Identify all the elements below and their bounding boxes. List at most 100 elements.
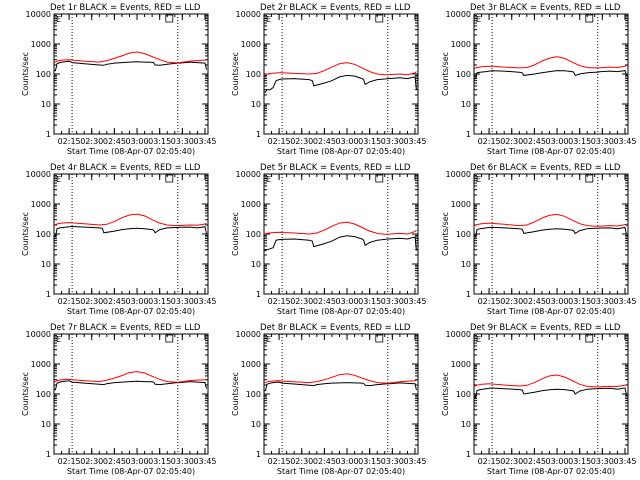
y-tick-label: 1 — [256, 130, 261, 139]
series-lld-line — [53, 371, 207, 383]
y-tick-label: 100 — [36, 230, 51, 239]
y-tick-label: 1000 — [241, 360, 261, 369]
event-marker-label: E — [56, 175, 61, 184]
x-tick-label: 02:15 — [58, 137, 81, 146]
x-tick-label: 03:30 — [591, 457, 614, 466]
y-tick-label: 1 — [256, 290, 261, 299]
series-events-line — [264, 235, 417, 252]
y-tick-label: 10000 — [446, 330, 471, 339]
x-tick-label: 03:00 — [336, 137, 359, 146]
x-tick-label: 03:45 — [613, 457, 636, 466]
y-axis-label: Counts/sec — [21, 212, 30, 256]
x-tick-label: 03:15 — [568, 457, 591, 466]
chart-title: Det 7r BLACK = Events, RED = LLD — [50, 323, 201, 333]
series-lld-line — [53, 213, 207, 227]
plot-frame — [53, 173, 209, 295]
x-tick-label: 02:30 — [500, 137, 523, 146]
chart-title: Det 3r BLACK = Events, RED = LLD — [470, 3, 621, 13]
series-lld-line — [473, 374, 627, 388]
event-marker-label: E — [266, 15, 271, 24]
x-tick-label: 02:30 — [290, 457, 313, 466]
plot-frame — [473, 173, 629, 295]
x-tick-label: 03:00 — [126, 137, 149, 146]
x-tick-label: 02:15 — [478, 137, 501, 146]
x-tick-label: 03:15 — [568, 137, 591, 146]
event-marker-box — [375, 14, 384, 23]
x-tick-label: 02:15 — [268, 457, 291, 466]
x-tick-label: 03:45 — [403, 457, 426, 466]
x-tick-label: 03:30 — [591, 297, 614, 306]
chart-title: Det 6r BLACK = Events, RED = LLD — [470, 163, 621, 173]
plot-frame — [473, 333, 629, 455]
event-marker-label: E — [266, 175, 271, 184]
y-tick-label: 10 — [461, 100, 471, 109]
series-events-line — [474, 387, 627, 399]
y-tick-label: 1000 — [31, 360, 51, 369]
y-tick-label: 1 — [466, 450, 471, 459]
y-tick-label: 100 — [246, 70, 261, 79]
y-tick-label: 10000 — [26, 10, 51, 19]
y-tick-label: 10000 — [446, 170, 471, 179]
x-tick-label: 03:30 — [171, 297, 194, 306]
x-axis-label: Start Time (08-Apr-07 02:05:40) — [487, 467, 615, 476]
x-tick-label: 03:15 — [148, 457, 171, 466]
series-events-line — [54, 380, 207, 391]
x-tick-label: 02:45 — [313, 297, 336, 306]
x-tick-label: 02:15 — [268, 297, 291, 306]
x-tick-label: 02:30 — [500, 297, 523, 306]
y-tick-label: 10 — [461, 260, 471, 269]
x-axis-label: Start Time (08-Apr-07 02:05:40) — [277, 467, 405, 476]
x-tick-label: 03:15 — [358, 137, 381, 146]
chart-panel-6: Det 6r BLACK = Events, RED = LLD 1 10 100 10… — [441, 163, 637, 316]
chart-panel-4: Det 4r BLACK = Events, RED = LLD 1 10 100 10… — [21, 163, 217, 316]
y-tick-label: 10 — [41, 260, 51, 269]
x-tick-label: 02:30 — [290, 137, 313, 146]
y-tick-label: 1 — [256, 450, 261, 459]
chart-panel-9: Det 9r BLACK = Events, RED = LLD 1 10 100 10… — [441, 323, 637, 476]
y-tick-label: 1000 — [451, 200, 471, 209]
x-axis-label: Start Time (08-Apr-07 02:05:40) — [487, 147, 615, 156]
y-tick-label: 1 — [46, 290, 51, 299]
x-tick-label: 02:15 — [58, 297, 81, 306]
plot-frame — [473, 13, 629, 135]
x-tick-label: 02:45 — [103, 137, 126, 146]
y-tick-label: 1000 — [241, 200, 261, 209]
y-tick-label: 10 — [461, 420, 471, 429]
y-axis-label: Counts/sec — [21, 52, 30, 96]
x-tick-label: 03:15 — [148, 137, 171, 146]
x-tick-label: 03:45 — [403, 297, 426, 306]
x-tick-label: 03:15 — [568, 297, 591, 306]
x-tick-label: 02:30 — [290, 297, 313, 306]
y-axis-label: Counts/sec — [21, 372, 30, 416]
series-events-line — [54, 60, 207, 72]
event-marker-box — [165, 174, 174, 183]
y-tick-label: 10 — [251, 420, 261, 429]
series-events-line — [264, 74, 417, 93]
x-tick-label: 02:45 — [523, 137, 546, 146]
x-axis-label: Start Time (08-Apr-07 02:05:40) — [277, 307, 405, 316]
event-marker-label: E — [56, 15, 61, 24]
event-marker-box — [165, 14, 174, 23]
y-tick-label: 100 — [456, 390, 471, 399]
event-marker-label: E — [476, 15, 481, 24]
y-tick-label: 10000 — [26, 170, 51, 179]
x-tick-label: 03:15 — [148, 297, 171, 306]
event-marker-box — [165, 334, 174, 343]
chart-panel-5: Det 5r BLACK = Events, RED = LLD 1 10 100 10… — [231, 163, 427, 316]
x-tick-label: 03:45 — [403, 137, 426, 146]
x-tick-label: 02:15 — [478, 297, 501, 306]
x-tick-label: 03:45 — [613, 297, 636, 306]
event-marker-label: E — [476, 335, 481, 344]
series-lld-line — [263, 62, 417, 76]
x-tick-label: 03:15 — [358, 297, 381, 306]
y-tick-label: 1 — [46, 450, 51, 459]
x-tick-label: 02:45 — [313, 457, 336, 466]
x-tick-label: 03:30 — [381, 137, 404, 146]
x-tick-label: 03:00 — [546, 137, 569, 146]
series-lld-line — [53, 51, 207, 64]
x-axis-label: Start Time (08-Apr-07 02:05:40) — [67, 147, 195, 156]
y-tick-label: 100 — [246, 390, 261, 399]
y-tick-label: 10 — [251, 260, 261, 269]
y-axis-label: Counts/sec — [441, 52, 450, 96]
